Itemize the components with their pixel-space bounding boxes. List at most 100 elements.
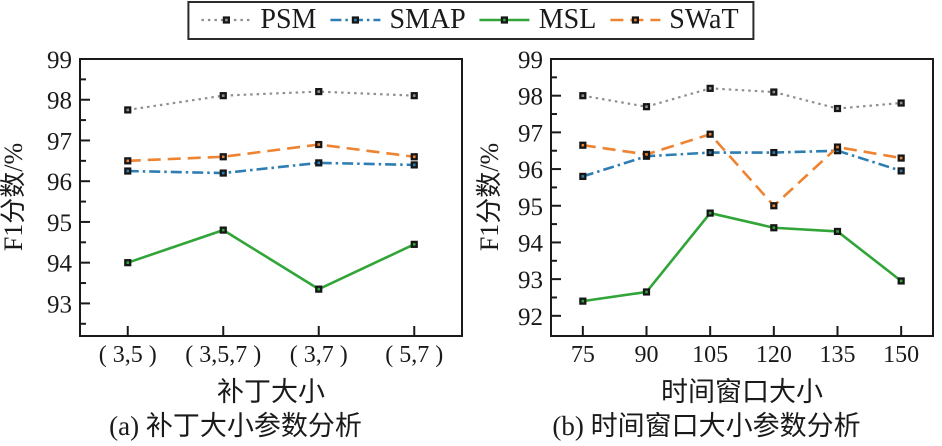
x-tick-label: 120 xyxy=(756,342,792,368)
y-axis-label-a: F1分数/% xyxy=(0,142,28,252)
legend-line-sample-smap xyxy=(330,16,381,24)
legend-item-swat: SWaT xyxy=(608,4,739,36)
series-line-smap xyxy=(127,161,415,175)
data-point-center xyxy=(836,149,839,153)
data-point-center xyxy=(772,204,776,208)
legend-item-smap: SMAP xyxy=(328,4,466,36)
data-point-center xyxy=(899,279,903,283)
figure-a: 93 94 95 96 97 98 99 ( 3,5 ) ( 3,5,7 ) ( 3,7 ) ( 5… xyxy=(0,40,471,446)
data-point-center xyxy=(836,107,839,110)
data-point-center xyxy=(836,145,839,149)
time-window-chart: 92 93 94 95 96 97 98 99 75 90 105 120 135 150 xyxy=(518,47,934,368)
series-line-msl xyxy=(582,211,902,303)
x-tick-label: 150 xyxy=(883,342,919,368)
x-tick-label: ( 3,7 ) xyxy=(290,342,348,368)
legend-line-sample-msl xyxy=(479,16,530,24)
y-tick-label: 97 xyxy=(518,120,543,147)
legend-label: PSM xyxy=(260,4,317,35)
x-tick-label: ( 3,5,7 ) xyxy=(185,342,261,368)
data-point-center xyxy=(126,261,130,264)
data-point-center xyxy=(581,143,585,147)
data-point-center xyxy=(317,143,321,146)
data-point-center xyxy=(581,299,585,303)
caption-a: (a) 补丁大小参数分析 xyxy=(109,411,362,441)
x-tick-label: 105 xyxy=(692,342,728,368)
data-point-center xyxy=(221,155,225,159)
data-point-center xyxy=(354,18,357,22)
legend-line-sample-psm xyxy=(201,16,252,24)
y-tick-label: 96 xyxy=(518,157,543,184)
data-point-center xyxy=(708,151,712,154)
y-tick-label: 99 xyxy=(47,47,72,74)
series-line-psm xyxy=(582,87,902,110)
caption-b: (b) 时间窗口大小参数分析 xyxy=(552,411,861,441)
data-point-center xyxy=(221,228,225,232)
x-tick-label: 135 xyxy=(820,342,856,368)
data-point-center xyxy=(412,94,416,97)
data-point-center xyxy=(317,90,321,93)
data-point-center xyxy=(503,18,507,22)
data-point-center xyxy=(317,161,321,165)
data-point-center xyxy=(126,159,130,163)
legend-label: SWaT xyxy=(669,4,739,35)
plot-border xyxy=(79,58,463,337)
data-point-center xyxy=(645,290,648,294)
y-tick-label: 94 xyxy=(518,230,544,257)
x-axis-label-b: 时间窗口大小 xyxy=(661,377,823,407)
data-point-center xyxy=(412,243,416,246)
x-axis-label-a: 补丁大小 xyxy=(217,377,325,407)
y-tick-label: 98 xyxy=(518,84,543,111)
legend-label: SMAP xyxy=(389,4,466,35)
data-point-center xyxy=(645,153,648,156)
legend-item-msl: MSL xyxy=(478,4,597,36)
series-line-swat xyxy=(127,143,415,163)
y-tick-label: 92 xyxy=(518,304,543,331)
y-tick-label: 95 xyxy=(518,194,543,221)
data-point-center xyxy=(772,226,776,230)
legend-item-psm: PSM xyxy=(199,4,316,36)
x-tick-label: 90 xyxy=(635,342,659,368)
data-point-center xyxy=(221,171,225,175)
y-tick-label: 93 xyxy=(518,267,543,294)
patch-size-chart: 93 94 95 96 97 98 99 ( 3,5 ) ( 3,5,7 ) ( 3,7 ) ( 5… xyxy=(47,47,463,368)
series-line-smap xyxy=(582,149,902,178)
y-tick-label: 97 xyxy=(47,128,72,155)
y-tick-label: 99 xyxy=(518,47,543,74)
data-point-center xyxy=(899,101,903,105)
data-point-center xyxy=(221,94,225,97)
data-point-center xyxy=(581,94,585,97)
data-point-center xyxy=(412,155,416,159)
data-point-center xyxy=(772,90,776,94)
data-point-center xyxy=(772,151,776,154)
plot-border xyxy=(550,58,934,337)
y-axis-label-b: F1分数/% xyxy=(475,142,504,252)
data-point-center xyxy=(645,105,648,108)
data-point-center xyxy=(126,108,130,112)
data-point-center xyxy=(899,169,903,173)
legend-line-sample-swat xyxy=(610,16,661,24)
data-point-center xyxy=(581,175,585,178)
figure-b: 92 93 94 95 96 97 98 99 75 90 105 120 135 150 F1分数/% … xyxy=(471,40,942,446)
series-line-swat xyxy=(582,132,902,208)
y-tick-label: 94 xyxy=(47,251,73,278)
x-tick-label: 75 xyxy=(571,342,595,368)
x-tick-label: ( 5,7 ) xyxy=(385,342,443,368)
data-point-center xyxy=(317,287,321,291)
data-point-center xyxy=(899,156,903,160)
legend-label: MSL xyxy=(538,4,597,35)
data-point-center xyxy=(836,230,839,233)
y-tick-label: 98 xyxy=(47,88,72,115)
y-tick-label: 95 xyxy=(47,210,72,237)
legend: PSM SMAP MSL SWaT xyxy=(187,1,755,40)
data-point-center xyxy=(412,163,416,167)
y-tick-label: 96 xyxy=(47,169,72,196)
series-line-psm xyxy=(127,90,415,112)
y-tick-label: 93 xyxy=(47,291,72,318)
data-point-center xyxy=(708,132,712,136)
data-point-center xyxy=(633,18,637,22)
series-line-msl xyxy=(127,228,415,291)
data-point-center xyxy=(225,18,228,22)
x-tick-label: ( 3,5 ) xyxy=(99,342,157,368)
data-point-center xyxy=(126,169,130,173)
